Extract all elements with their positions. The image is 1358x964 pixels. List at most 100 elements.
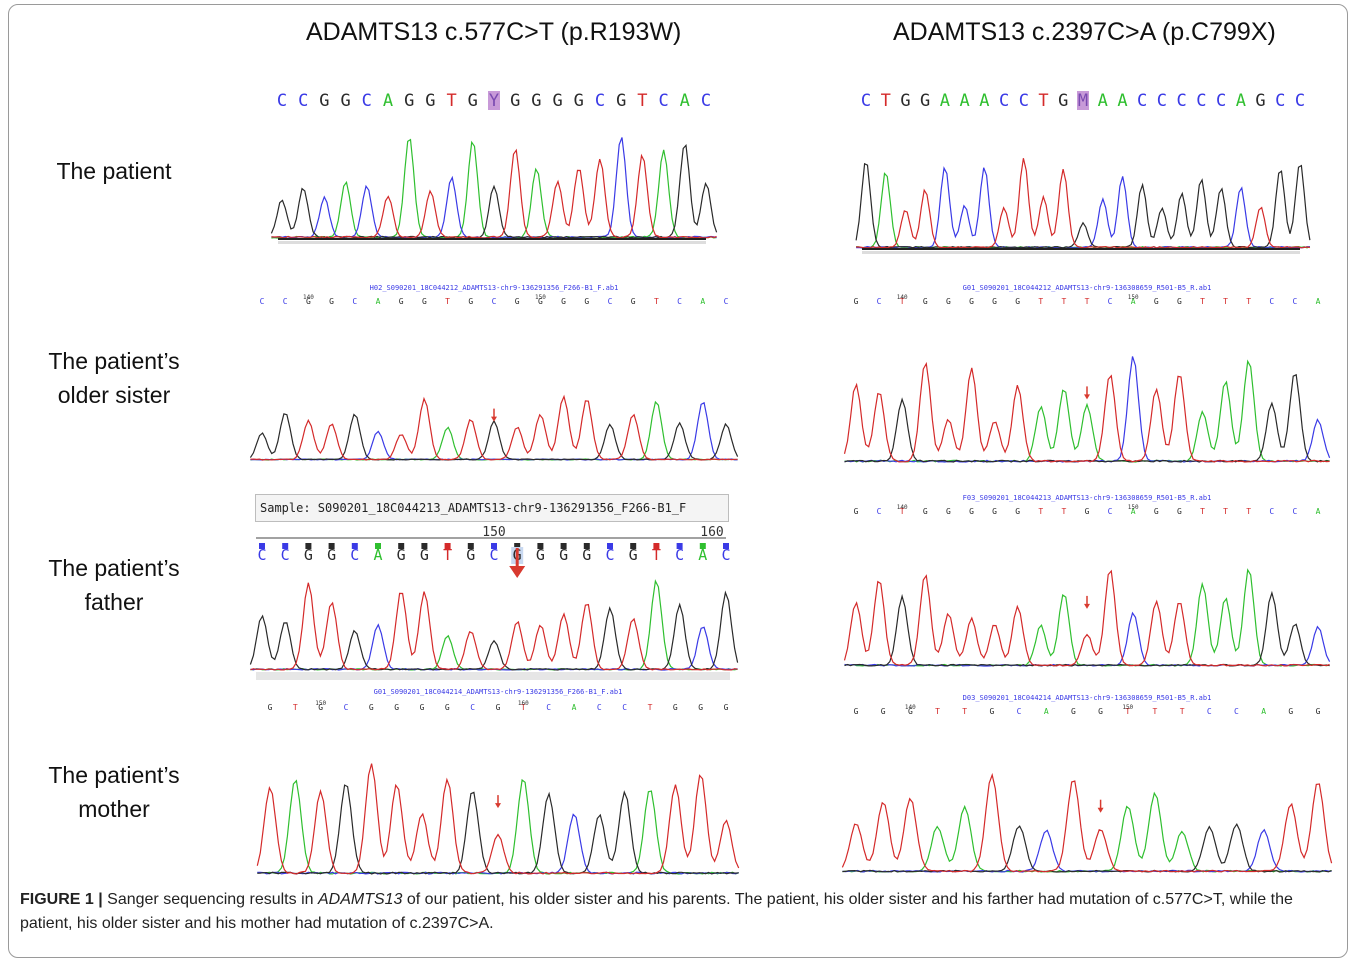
quality-square (421, 543, 428, 549)
base-call-letter: T (1223, 297, 1228, 306)
trace-g-line (257, 784, 739, 875)
base-call-letter: G (698, 703, 703, 712)
base-call-letter: C (608, 297, 613, 306)
quality-square (491, 543, 497, 549)
trace-t-line (271, 148, 717, 239)
base-call-letter: G (466, 546, 475, 564)
base-call-letter: A (1098, 91, 1108, 111)
base-call-letter: T (962, 707, 967, 716)
trace-t-line (856, 158, 1311, 249)
base-call-letter: G (404, 91, 414, 111)
trace-t-line (250, 394, 738, 461)
quality-square (351, 543, 358, 549)
base-call-letter: G (1288, 707, 1293, 716)
base-call-letter: G (1177, 507, 1182, 516)
base-call-letter: A (383, 91, 393, 111)
caption-text-2: of our patient, his older sister and his… (20, 891, 1293, 932)
base-call-letter: G (923, 297, 928, 306)
base-call-letter: G (369, 703, 374, 712)
quality-square (630, 543, 637, 549)
base-call-letter: C (1269, 507, 1274, 516)
base-position-label: 150 (315, 700, 326, 707)
figure-caption: FIGURE 1 | Sanger sequencing results in … (20, 888, 1330, 936)
base-call-letter: C (595, 91, 605, 111)
chromatogram-p-right-4: D03_S090201_18C044214_ADAMTS13-chr9-1363… (841, 694, 1333, 873)
trace-a-line (257, 778, 739, 875)
chromatogram-p-right-2: G01_S090201_18C044212_ADAMTS13-chr9-1363… (843, 284, 1331, 463)
base-call-letter: G (445, 703, 450, 712)
trace-c-line (856, 166, 1310, 249)
base-call-letter: G (992, 507, 997, 516)
base-call-letter: A (1044, 707, 1049, 716)
quality-square (282, 543, 289, 549)
mutation-arrow-head (1084, 394, 1090, 400)
chromatogram-p-left-4: G01_S090201_18C044214_ADAMTS13-chr9-1362… (256, 688, 740, 875)
base-call-letter: A (373, 546, 382, 564)
sample-filename-box: Sample: S090201_18C044213_ADAMTS13-chr9-… (255, 494, 729, 522)
base-call-letter: A (1117, 91, 1127, 111)
trace-a-line (271, 138, 717, 239)
ruler-tick-label: 160 (700, 525, 723, 540)
ruler-tick-label: 150 (482, 525, 505, 540)
base-call-letter: G (538, 297, 543, 306)
base-call-letter: G (854, 507, 859, 516)
mutation-arrow-head (1084, 603, 1090, 609)
trace-t-line (843, 569, 1330, 667)
base-call-letter: G (425, 91, 435, 111)
base-call-letter: A (940, 91, 950, 111)
base-call-letter: G (989, 707, 994, 716)
base-call-letter: T (443, 546, 452, 564)
base-call-letter: T (446, 91, 456, 111)
base-call-letter: G (329, 297, 334, 306)
trace-g-line (249, 590, 739, 671)
base-call-letter: T (1038, 91, 1048, 111)
base-position-label: 140 (897, 504, 908, 511)
base-call-letter: C (1177, 91, 1187, 111)
base-call-letter: T (1200, 297, 1205, 306)
quality-square (699, 543, 706, 549)
base-call-letter: T (935, 707, 940, 716)
base-call-letter: G (397, 546, 406, 564)
base-call-letter: G (420, 703, 425, 712)
row-label-mother-line2: mother (78, 796, 150, 822)
base-call-letter: C (257, 546, 266, 564)
base-call-letter: G (582, 546, 591, 564)
row-label-sister-line2: older sister (57, 382, 171, 408)
row-label-sister: The patient’s older sister (14, 344, 214, 412)
base-call-letter: G (268, 703, 273, 712)
mutation-arrow-head (495, 803, 501, 809)
base-call-letter: T (1153, 707, 1158, 716)
base-call-letter: T (652, 546, 661, 564)
base-call-letter: G (881, 707, 886, 716)
quality-square (514, 543, 521, 549)
base-call-letter: G (992, 297, 997, 306)
base-call-letter: G (1058, 91, 1068, 111)
base-call-letter: A (1236, 91, 1246, 111)
base-call-letter: G (1154, 507, 1159, 516)
trace-c-line (844, 356, 1331, 463)
quality-square (653, 543, 660, 549)
quality-square (676, 543, 683, 549)
base-call-letter: T (1038, 507, 1043, 516)
row-label-father-line1: The patient’s (48, 555, 180, 581)
quality-square (259, 543, 265, 549)
base-call-letter: G (468, 297, 473, 306)
base-call-letter: C (1157, 91, 1167, 111)
base-call-letter: M (1078, 91, 1088, 111)
ambiguous-base-highlight (488, 91, 500, 110)
base-call-letter: T (1180, 707, 1185, 716)
trace-c-line (842, 828, 1332, 873)
base-call-letter: G (340, 91, 350, 111)
base-call-letter: G (923, 507, 928, 516)
base-call-letter: G (531, 91, 541, 111)
base-call-letter: G (673, 703, 678, 712)
quality-square (560, 543, 567, 549)
base-call-letter: G (1154, 297, 1159, 306)
base-call-letter: T (900, 507, 905, 516)
base-call-letter: G (900, 91, 910, 111)
mutation-arrow-head (1097, 807, 1104, 813)
base-call-letter: G (318, 703, 323, 712)
base-call-letter: Y (489, 91, 499, 111)
quality-square (723, 543, 729, 549)
